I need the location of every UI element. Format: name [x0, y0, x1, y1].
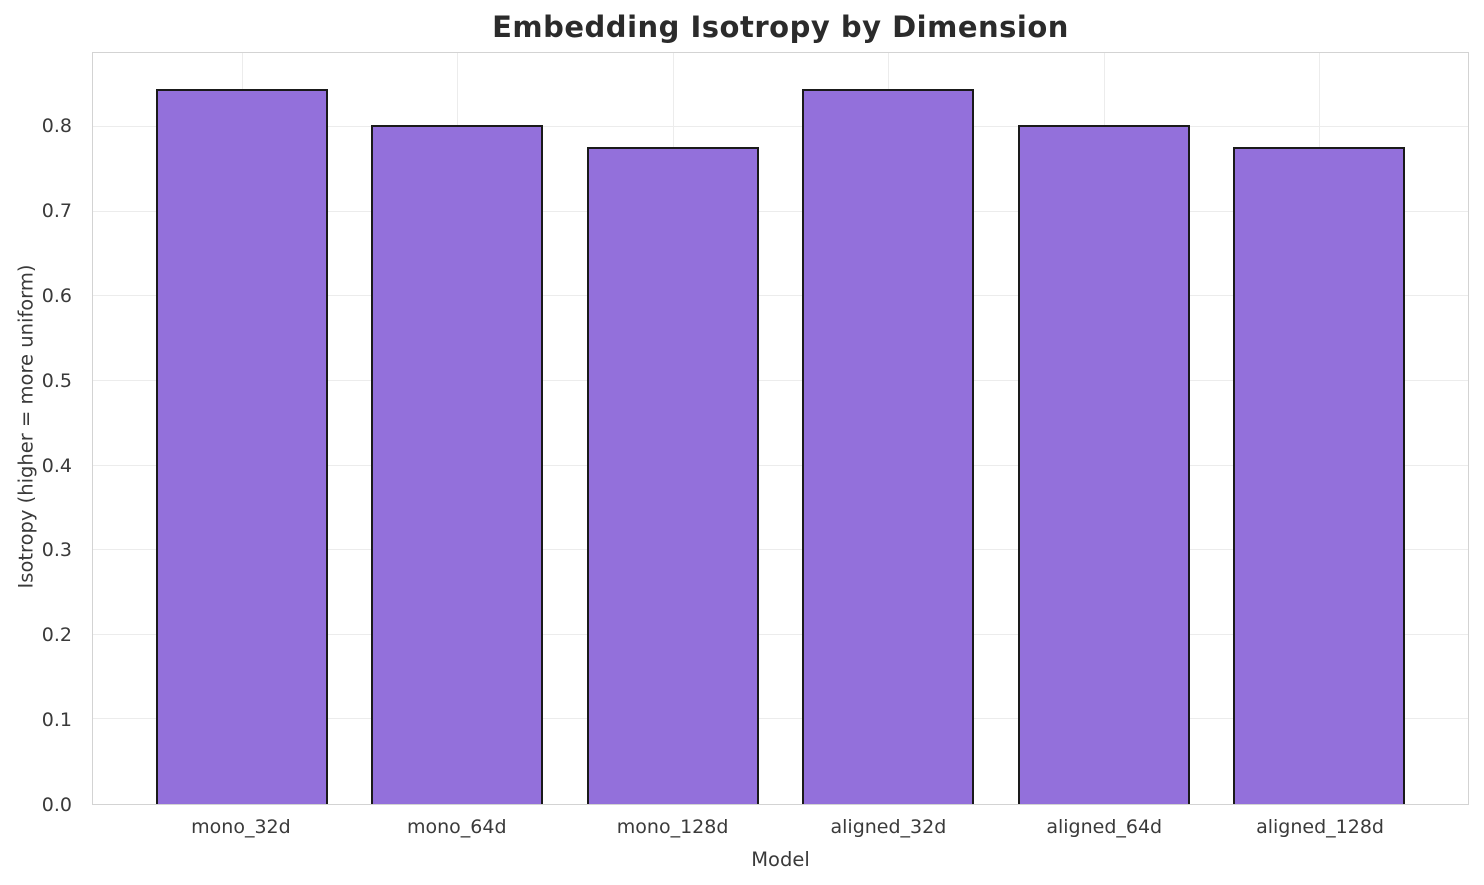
y-gridline — [93, 633, 1468, 635]
y-tick-label: 0.2 — [41, 624, 72, 647]
x-axis-tick-labels: mono_32d mono_64d mono_128d aligned_32d alig… — [92, 816, 1469, 842]
x-tick-label-mono_32d: mono_32d — [191, 816, 291, 838]
y-tick-label: 0.6 — [41, 284, 72, 307]
x-tick-label-aligned_32d: aligned_32d — [830, 816, 947, 838]
y-gridline — [93, 210, 1468, 212]
x-tick-label-mono_64d: mono_64d — [406, 816, 507, 838]
x-tick-label-mono_128d: mono_128d — [616, 816, 729, 838]
chart-title: Embedding Isotropy by Dimension — [492, 10, 1069, 44]
y-tick-label: 0.7 — [41, 200, 72, 223]
y-gridline — [93, 718, 1468, 720]
y-tick-label: 0.1 — [41, 709, 72, 732]
y-tick-label: 0.0 — [41, 794, 72, 816]
x-tick-label-aligned_64d: aligned_64d — [1046, 816, 1163, 838]
y-gridline — [93, 549, 1468, 551]
plot-area — [92, 52, 1469, 805]
y-gridline — [93, 379, 1468, 381]
y-tick-label: 0.5 — [41, 369, 72, 392]
y-gridline — [93, 464, 1468, 466]
bar-mono_64d — [371, 125, 544, 804]
y-tick-label: 0.8 — [41, 115, 72, 138]
y-axis-tick-labels: 0.0 0.1 0.2 0.3 0.4 0.5 0.6 0.7 0.8 — [0, 52, 84, 816]
bar-mono_32d — [155, 88, 328, 804]
y-gridline — [93, 126, 1468, 128]
bar-aligned_32d — [802, 88, 975, 804]
y-tick-label: 0.3 — [41, 539, 72, 562]
y-gridline — [93, 295, 1468, 297]
y-tick-label: 0.4 — [41, 454, 72, 477]
y-axis-title: Isotropy (higher = more uniform) — [14, 264, 38, 589]
x-axis-title: Model — [751, 848, 810, 871]
bar-mono_128d — [586, 146, 759, 804]
x-tick-label-aligned_128d: aligned_128d — [1256, 816, 1384, 838]
bar-aligned_128d — [1233, 146, 1406, 804]
bar-aligned_64d — [1017, 125, 1190, 804]
